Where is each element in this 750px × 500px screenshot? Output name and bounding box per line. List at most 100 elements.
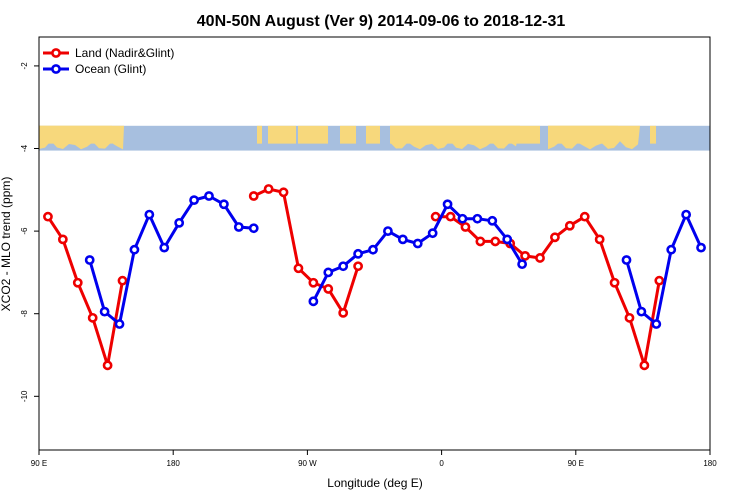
data-point bbox=[218, 199, 229, 210]
data-point bbox=[353, 261, 363, 272]
x-tick-label: 180 bbox=[167, 459, 181, 468]
data-point bbox=[636, 306, 647, 317]
data-point bbox=[117, 275, 128, 286]
data-point bbox=[681, 209, 692, 220]
data-point bbox=[204, 191, 214, 201]
data-point bbox=[323, 284, 334, 294]
data-point bbox=[579, 211, 590, 222]
data-point bbox=[696, 242, 706, 253]
x-tick-label: 180 bbox=[703, 459, 717, 468]
data-point bbox=[621, 255, 632, 265]
data-point bbox=[129, 244, 140, 255]
data-point bbox=[102, 360, 113, 371]
y-axis: -2 -4 -6 -8 -10 bbox=[20, 62, 39, 402]
y-tick-label: -10 bbox=[20, 390, 29, 402]
data-point bbox=[427, 228, 438, 239]
data-point bbox=[114, 319, 125, 329]
series-layer bbox=[43, 184, 706, 371]
data-point bbox=[564, 220, 575, 231]
data-point bbox=[609, 277, 620, 288]
map-land bbox=[268, 125, 296, 144]
data-point bbox=[144, 209, 155, 220]
data-point bbox=[487, 215, 498, 226]
y-tick-label: -2 bbox=[20, 62, 29, 70]
data-point bbox=[651, 319, 662, 329]
map-land bbox=[366, 125, 380, 144]
world-map-strip bbox=[39, 125, 710, 151]
data-point bbox=[550, 232, 560, 243]
data-point bbox=[430, 211, 441, 222]
data-point bbox=[654, 275, 665, 286]
y-tick-label: -6 bbox=[20, 227, 29, 235]
data-point bbox=[87, 312, 98, 323]
legend: Land (Nadir&Glint) Ocean (Glint) bbox=[43, 46, 174, 76]
y-tick-label: -8 bbox=[20, 310, 29, 318]
chart-title: 40N-50N August (Ver 9) 2014-09-06 to 201… bbox=[197, 13, 566, 30]
map-land bbox=[650, 125, 656, 144]
data-point bbox=[412, 238, 423, 249]
data-point bbox=[639, 360, 650, 371]
legend-marker bbox=[51, 64, 61, 74]
x-tick-label: 90 E bbox=[568, 459, 584, 468]
series-ocean bbox=[84, 191, 706, 329]
data-point bbox=[293, 263, 304, 274]
data-point bbox=[535, 253, 545, 263]
data-point bbox=[594, 234, 605, 245]
data-point bbox=[43, 211, 53, 222]
data-point bbox=[472, 213, 483, 224]
data-point bbox=[490, 236, 501, 247]
x-tick-label: 90 W bbox=[298, 459, 317, 468]
data-point bbox=[502, 234, 513, 245]
x-axis-label: Longitude (deg E) bbox=[327, 476, 422, 490]
data-point bbox=[72, 277, 83, 288]
map-land-coast bbox=[39, 125, 124, 150]
data-point bbox=[57, 234, 68, 245]
data-point bbox=[383, 226, 393, 237]
series-line bbox=[88, 194, 254, 326]
legend-label: Land (Nadir&Glint) bbox=[75, 46, 174, 60]
data-point bbox=[233, 222, 244, 232]
data-point bbox=[666, 244, 677, 255]
legend-label: Ocean (Glint) bbox=[75, 62, 146, 76]
data-point bbox=[174, 217, 185, 228]
data-point bbox=[457, 213, 468, 224]
data-point bbox=[338, 307, 349, 318]
data-point bbox=[517, 259, 528, 270]
map-land bbox=[298, 125, 328, 144]
data-point bbox=[159, 242, 170, 253]
data-point bbox=[308, 277, 319, 288]
y-axis-label: XCO2 - MLO trend (ppm) bbox=[0, 177, 13, 312]
legend-marker bbox=[51, 48, 61, 58]
data-point bbox=[248, 191, 259, 201]
x-axis: 90 E 180 90 W 0 90 E 180 bbox=[31, 450, 717, 468]
map-land-coast bbox=[390, 125, 520, 150]
data-point bbox=[442, 199, 453, 210]
x-tick-label: 90 E bbox=[31, 459, 47, 468]
map-land bbox=[257, 125, 262, 144]
data-point bbox=[460, 222, 471, 232]
series-land bbox=[43, 184, 665, 371]
data-point bbox=[475, 236, 486, 247]
map-land-coast bbox=[548, 125, 640, 150]
data-point bbox=[189, 195, 199, 206]
series-line bbox=[253, 187, 360, 315]
data-point bbox=[99, 306, 110, 317]
series-line bbox=[625, 213, 703, 326]
data-point bbox=[308, 296, 319, 307]
data-point bbox=[368, 244, 378, 255]
data-point bbox=[263, 184, 274, 194]
data-point bbox=[248, 223, 259, 234]
map-land bbox=[340, 125, 356, 144]
data-point bbox=[278, 187, 289, 198]
data-point bbox=[84, 255, 95, 265]
data-point bbox=[397, 234, 408, 245]
data-point bbox=[323, 267, 334, 278]
series-line bbox=[435, 215, 661, 367]
data-point bbox=[624, 312, 635, 323]
y-tick-label: -4 bbox=[20, 144, 29, 152]
data-point bbox=[338, 261, 349, 272]
data-point bbox=[520, 250, 531, 261]
x-tick-label: 0 bbox=[439, 459, 444, 468]
plot-frame bbox=[38, 36, 711, 451]
